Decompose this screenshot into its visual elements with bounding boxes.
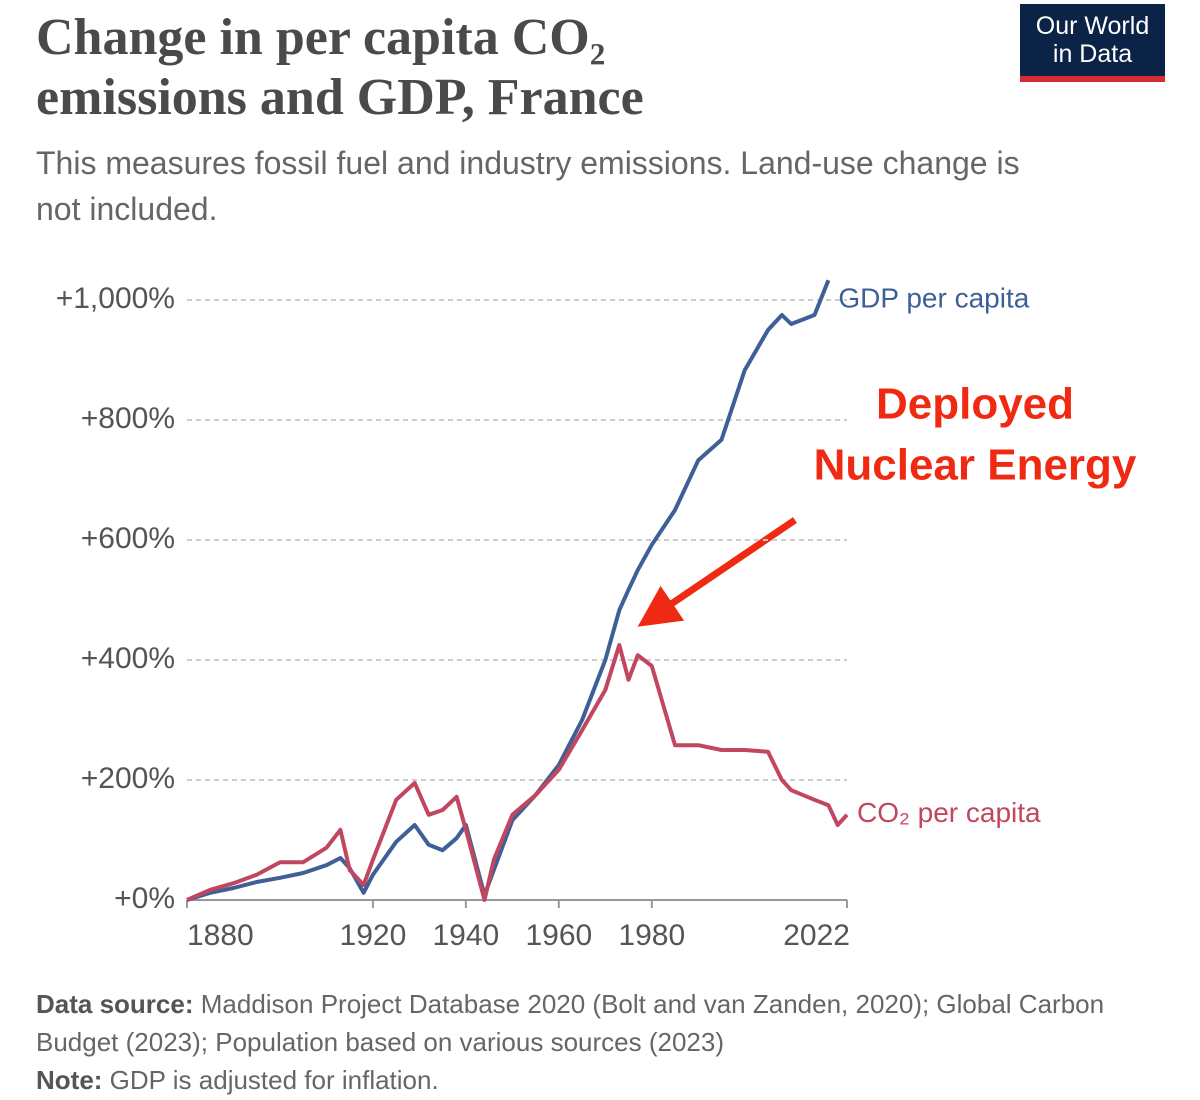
note-text: GDP is adjusted for inflation.	[109, 1065, 439, 1095]
annotation: Deployed	[876, 380, 1074, 429]
footer: Data source: Maddison Project Database 2…	[36, 985, 1166, 1099]
y-tick-label: +0%	[114, 882, 175, 915]
series-label: CO₂ per capita	[857, 797, 1041, 828]
x-tick-label: 1960	[525, 919, 592, 952]
x-tick-label: 1940	[432, 919, 499, 952]
y-tick-label: +600%	[81, 522, 175, 555]
annotation-arrow	[637, 517, 797, 627]
source: Data source: Maddison Project Database 2…	[36, 985, 1166, 1061]
series-label: GDP per capita	[838, 283, 1029, 314]
chart-subtitle: This measures fossil fuel and industry e…	[36, 145, 1020, 227]
x-tick-label: 1880	[187, 919, 254, 952]
source-label: Data source:	[36, 989, 194, 1019]
chart-title: Change in per capita CO₂ emissions and G…	[36, 9, 644, 126]
x-tick-label: 1920	[340, 919, 407, 952]
note: Note: GDP is adjusted for inflation.	[36, 1061, 1166, 1099]
y-tick-label: +800%	[81, 402, 175, 435]
y-tick-label: +1,000%	[56, 282, 175, 315]
y-tick-label: +200%	[81, 762, 175, 795]
x-tick-label: 1980	[618, 919, 685, 952]
source-text: Maddison Project Database 2020 (Bolt and…	[36, 989, 1105, 1057]
annotation: Nuclear Energy	[814, 441, 1137, 490]
logo: Our World in Data	[1020, 4, 1165, 82]
line	[186, 279, 831, 902]
note-label: Note:	[36, 1065, 103, 1095]
line	[186, 643, 849, 902]
x-tick-label: 2022	[783, 919, 850, 952]
y-tick-label: +400%	[81, 642, 175, 675]
